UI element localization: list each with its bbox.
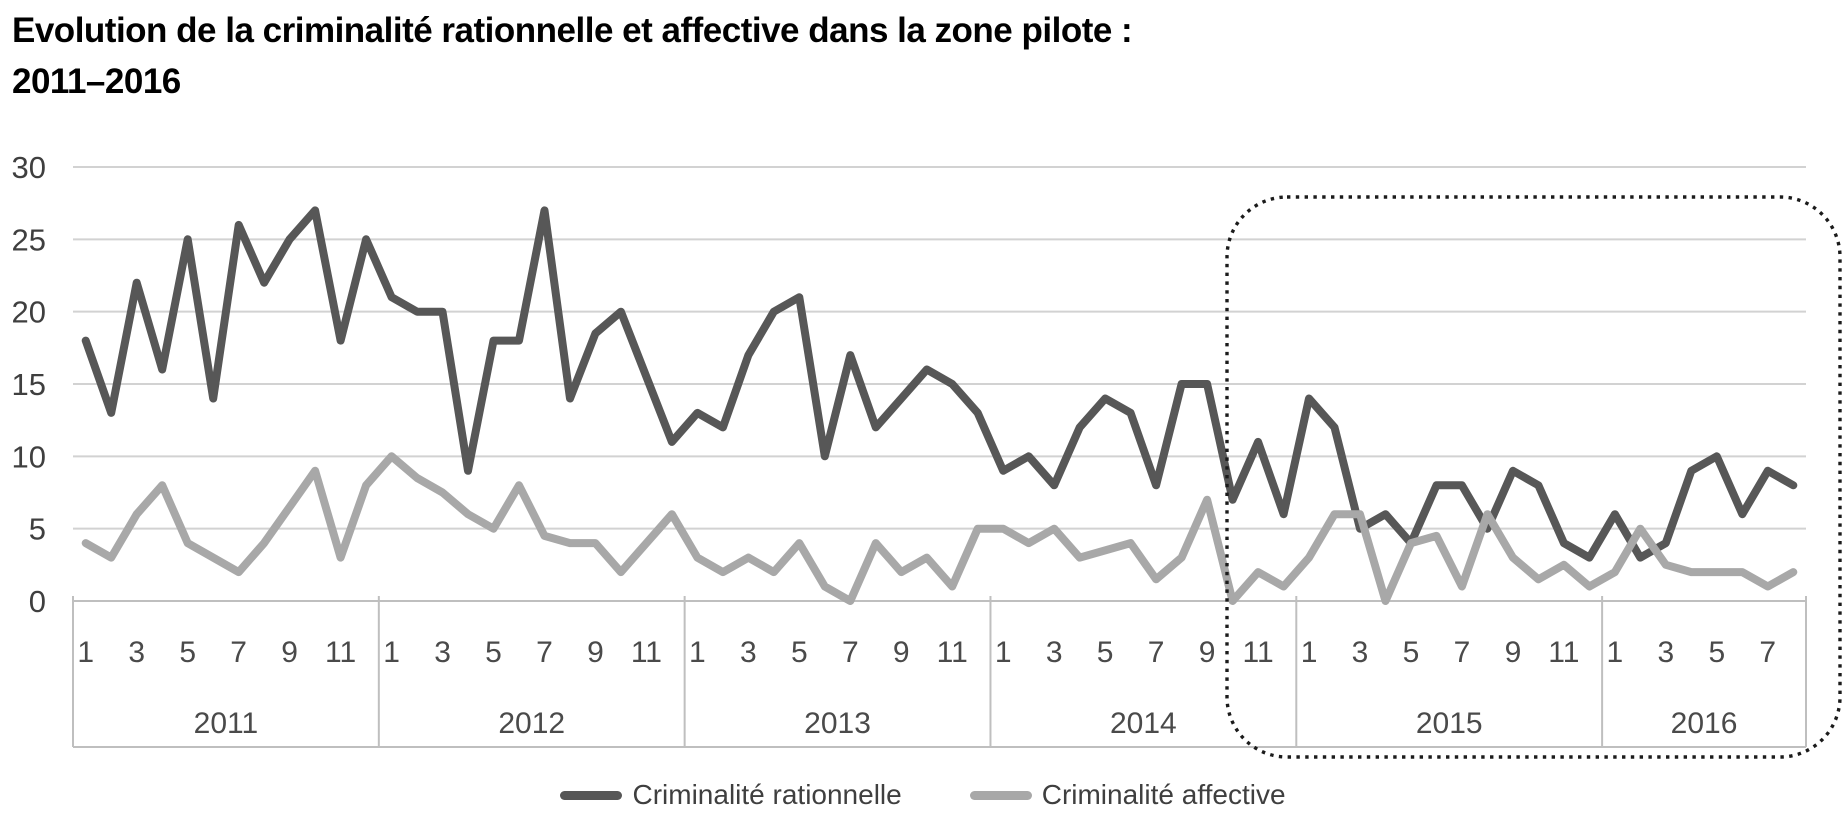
x-year-labels: 2011 2012 2013 2014 2015 2016: [194, 707, 1738, 740]
month-tick-label: 9: [1199, 636, 1216, 669]
month-tick-label: 1: [1301, 636, 1318, 669]
month-tick-label: 7: [1759, 636, 1776, 669]
pilot-zone-highlight-box: [1225, 195, 1842, 759]
series-line-rationnelle: [81, 206, 1798, 562]
month-tick-label: 3: [1046, 636, 1063, 669]
y-tick-label: 20: [12, 295, 46, 330]
month-tick-label: 1: [77, 636, 94, 669]
month-tick-label: 5: [1708, 636, 1725, 669]
highlight-box-outline: [1225, 195, 1842, 759]
chart-title-line1: Evolution de la criminalité rationnelle …: [12, 11, 1133, 50]
month-tick-label: 11: [1548, 636, 1579, 669]
month-tick-label: 1: [995, 636, 1012, 669]
month-tick-label: 7: [230, 636, 247, 669]
gridlines: [73, 166, 1806, 530]
legend-item-affective: Criminalité affective: [969, 779, 1286, 811]
y-axis-labels: 0 5 10 15 20 25 30: [12, 150, 46, 619]
month-tick-label: 1: [689, 636, 706, 669]
year-label: 2013: [804, 707, 871, 740]
series-line-affective: [81, 452, 1798, 605]
month-tick-label: 11: [631, 636, 662, 669]
legend: Criminalité rationnelle Criminalité affec…: [0, 779, 1846, 811]
y-tick-label: 5: [29, 512, 46, 547]
chart-title-line2: 2011–2016: [12, 61, 181, 101]
month-tick-label: 1: [383, 636, 400, 669]
month-tick-label: 5: [1097, 636, 1114, 669]
month-tick-label: 1: [1607, 636, 1624, 669]
month-tick-label: 5: [179, 636, 196, 669]
y-tick-label: 25: [12, 222, 46, 257]
month-tick-label: 11: [937, 636, 968, 669]
month-tick-label: 5: [1403, 636, 1420, 669]
month-tick-label: 5: [485, 636, 502, 669]
month-tick-label: 3: [1657, 636, 1674, 669]
legend-swatch: [969, 790, 1032, 800]
month-tick-label: 3: [128, 636, 145, 669]
y-tick-label: 0: [29, 584, 46, 619]
month-tick-label: 3: [740, 636, 757, 669]
month-tick-label: 7: [536, 636, 553, 669]
year-label: 2016: [1671, 707, 1738, 740]
month-tick-label: 9: [893, 636, 910, 669]
year-label: 2014: [1110, 707, 1177, 740]
y-tick-label: 15: [12, 367, 46, 402]
month-tick-label: 3: [1352, 636, 1369, 669]
month-tick-label: 5: [791, 636, 808, 669]
legend-label: Criminalité rationnelle: [632, 779, 902, 810]
month-tick-label: 7: [1454, 636, 1471, 669]
series-lines: [81, 206, 1798, 605]
x-month-labels: 1 3 5 7 9 11 1 3 5 7 9 11 1 3 5 7 9 11 1 3 5 7 9 11 1 3 5 7 9 11 1 3 5 7: [77, 636, 1776, 669]
year-label: 2011: [194, 707, 259, 740]
month-tick-label: 3: [434, 636, 451, 669]
x-axis-table: [72, 596, 1807, 748]
chart-title: Evolution de la criminalité rationnelle …: [12, 6, 1612, 108]
legend-item-rationnelle: Criminalité rationnelle: [560, 779, 902, 811]
month-tick-label: 9: [281, 636, 298, 669]
year-label: 2015: [1416, 707, 1483, 740]
month-tick-label: 9: [1505, 636, 1522, 669]
month-tick-label: 7: [1148, 636, 1165, 669]
month-tick-label: 7: [842, 636, 859, 669]
month-tick-label: 11: [1242, 636, 1273, 669]
month-tick-label: 11: [325, 636, 356, 669]
month-tick-label: 9: [587, 636, 604, 669]
y-tick-label: 10: [12, 439, 46, 474]
legend-swatch: [560, 790, 623, 800]
y-tick-label: 30: [12, 150, 46, 185]
year-label: 2012: [498, 707, 565, 740]
legend-label: Criminalité affective: [1041, 779, 1286, 810]
